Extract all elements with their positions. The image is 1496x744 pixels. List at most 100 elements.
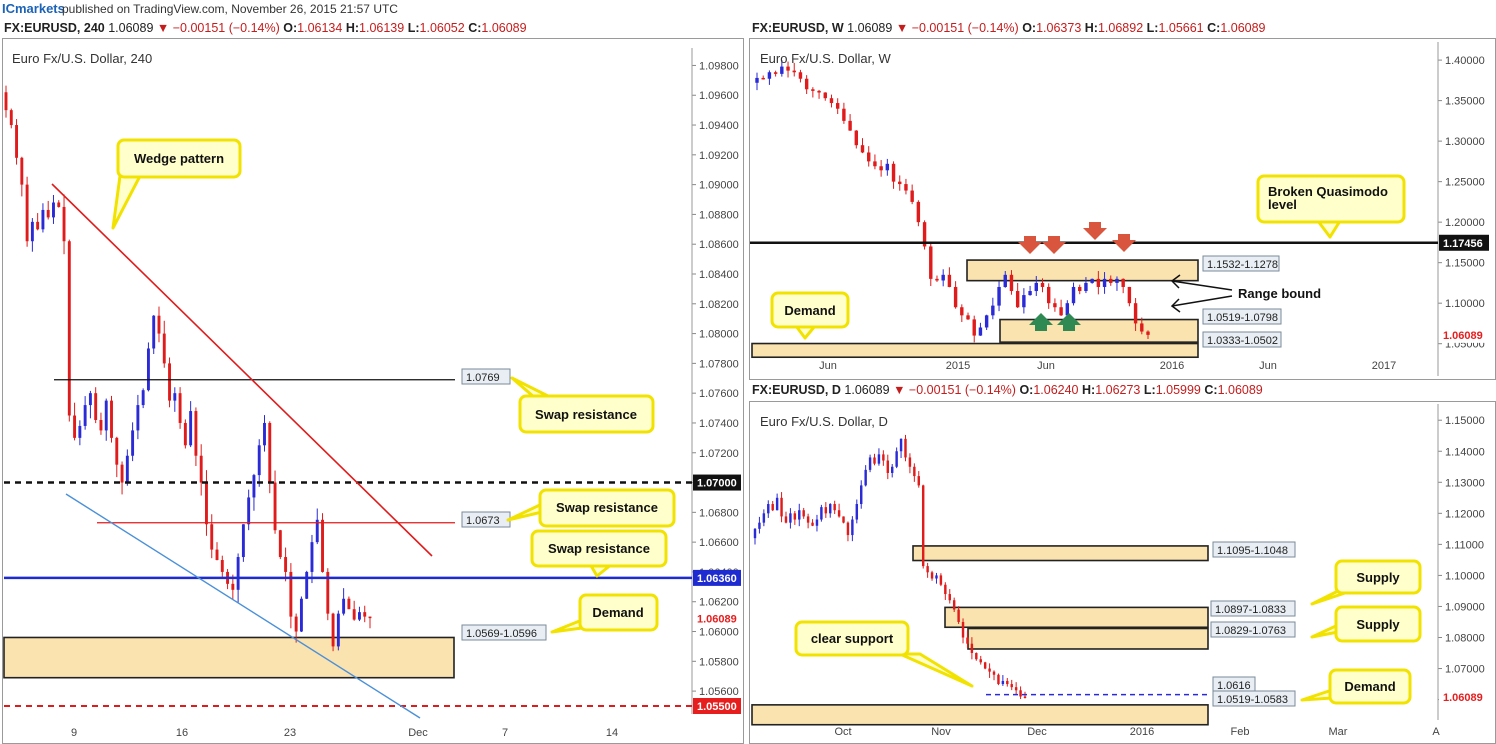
weekly-candle [1046, 283, 1051, 309]
svg-text:1.0569-1.0596: 1.0569-1.0596 [466, 628, 537, 640]
weekly-candle-body [1121, 278, 1125, 287]
daily-ytick-label: 1.07000 [1445, 664, 1485, 676]
h4-callout-wedge: Wedge pattern [111, 138, 242, 230]
h4-candle [205, 470, 208, 536]
daily-candle-body [864, 469, 867, 486]
h4-close: 1.06089 [481, 21, 527, 35]
h4-candle-body [78, 425, 82, 438]
daily-chart[interactable]: 1.15000 1.14000 1.13000 1.12000 1.11000 1.100… [751, 404, 1489, 738]
weekly-candle [854, 130, 859, 149]
daily-candle [1006, 677, 1009, 687]
weekly-close: 1.06089 [1220, 21, 1266, 35]
weekly-candle-body [1009, 274, 1014, 292]
h4-xtick-label: 9 [71, 727, 77, 739]
h4-box-2: 1.0673 [461, 511, 511, 528]
h4-xtick-label: 7 [502, 727, 508, 739]
daily-candle [806, 513, 810, 529]
brand-logo[interactable]: ICmarkets [2, 1, 65, 16]
daily-candle [957, 606, 960, 624]
weekly-candle-body [848, 120, 852, 131]
weekly-ytick-label: 1.15000 [1445, 258, 1485, 270]
h4-candle [4, 85, 8, 118]
svg-text:1.0519-1.0583: 1.0519-1.0583 [1217, 694, 1288, 706]
h4-candle [41, 203, 45, 233]
daily-candle [824, 502, 828, 518]
daily-ytick-label: 1.15000 [1445, 415, 1485, 427]
weekly-candle [935, 275, 939, 282]
daily-candle-body [824, 507, 828, 514]
h4-candle-body [67, 241, 71, 416]
daily-candle-body [917, 476, 920, 486]
h4-zone [3, 636, 455, 679]
h4-candle-body [299, 598, 303, 632]
weekly-candle [1078, 284, 1082, 295]
h4-candle-body [125, 455, 129, 483]
daily-candle-body [992, 671, 996, 675]
daily-ytick-label: 1.12000 [1445, 508, 1485, 520]
h4-candle [220, 555, 224, 577]
weekly-candle [761, 75, 765, 80]
weekly-candle [798, 69, 803, 83]
weekly-candle-body [966, 315, 970, 320]
daily-candle [758, 516, 761, 534]
h4-candle-body [73, 415, 77, 438]
daily-candle [842, 516, 845, 524]
weekly-candle [792, 62, 796, 77]
weekly-candle-body [823, 92, 827, 99]
daily-ytick-label: 1.13000 [1445, 477, 1485, 489]
weekly-candle-body [904, 184, 908, 191]
h4-candle-body [104, 400, 108, 431]
weekly-xtick-label: 2016 [1160, 360, 1184, 372]
daily-candle [873, 453, 876, 466]
h4-candle [46, 200, 50, 220]
daily-candle [1014, 682, 1018, 695]
h4-candle [88, 390, 92, 419]
weekly-candle [1084, 277, 1088, 294]
weekly-candle [904, 178, 908, 195]
h4-candle-body [310, 542, 314, 572]
weekly-candle-body [1040, 282, 1045, 287]
h4-ytick-label: 1.08400 [699, 269, 739, 281]
h4-tag-4-bg [693, 698, 741, 714]
daily-chart-title: Euro Fx/U.S. Dollar, D [760, 414, 888, 429]
daily-candle [1001, 675, 1005, 686]
h4-candle-body [88, 393, 92, 406]
weekly-ytick-label: 1.10000 [1445, 298, 1485, 310]
h4-chart[interactable]: 1.09800 1.09600 1.09400 1.09200 1.09000 1.088… [3, 48, 741, 739]
weekly-o-label: O: [1022, 21, 1037, 35]
weekly-candle-body [780, 66, 784, 74]
daily-candle-body [1023, 696, 1027, 698]
svg-text:Demand: Demand [592, 605, 643, 620]
weekly-candle [991, 297, 995, 320]
red-down-arrow-icon [1112, 234, 1136, 252]
h4-ytick-label: 1.06200 [699, 597, 739, 609]
daily-candle [904, 434, 907, 462]
h4-candle-body [25, 184, 29, 242]
daily-candle [952, 597, 956, 613]
weekly-candle [953, 281, 958, 309]
h4-tag-1-bg [693, 474, 741, 491]
svg-text:Range bound: Range bound [1238, 286, 1321, 301]
weekly-candle-body [829, 98, 834, 104]
weekly-chart[interactable]: 1.40000 1.35000 1.30000 1.25000 1.20000 1.150… [750, 42, 1489, 376]
weekly-candle [879, 160, 883, 177]
weekly-candle-body [1096, 278, 1101, 287]
h4-ytick-label: 1.08000 [699, 329, 739, 341]
daily-ytick-label: 1.09000 [1445, 601, 1485, 613]
daily-candle [820, 504, 823, 522]
daily-tag-1-text: 1.06089 [1443, 692, 1483, 704]
h4-candle [241, 524, 245, 562]
h4-candle [9, 108, 13, 129]
h4-candle [252, 473, 256, 511]
h4-candle [315, 508, 319, 545]
range-arrow-down-icon [1170, 295, 1233, 313]
h4-candle-body [99, 419, 103, 431]
red-down-arrow-icon [1083, 222, 1107, 240]
daily-candle [860, 480, 863, 509]
h4-candle [194, 407, 198, 467]
published-text: published on TradingView.com, November 2… [62, 2, 398, 16]
weekly-candle [966, 312, 970, 320]
weekly-candle [1053, 298, 1057, 312]
daily-candle [833, 500, 836, 515]
